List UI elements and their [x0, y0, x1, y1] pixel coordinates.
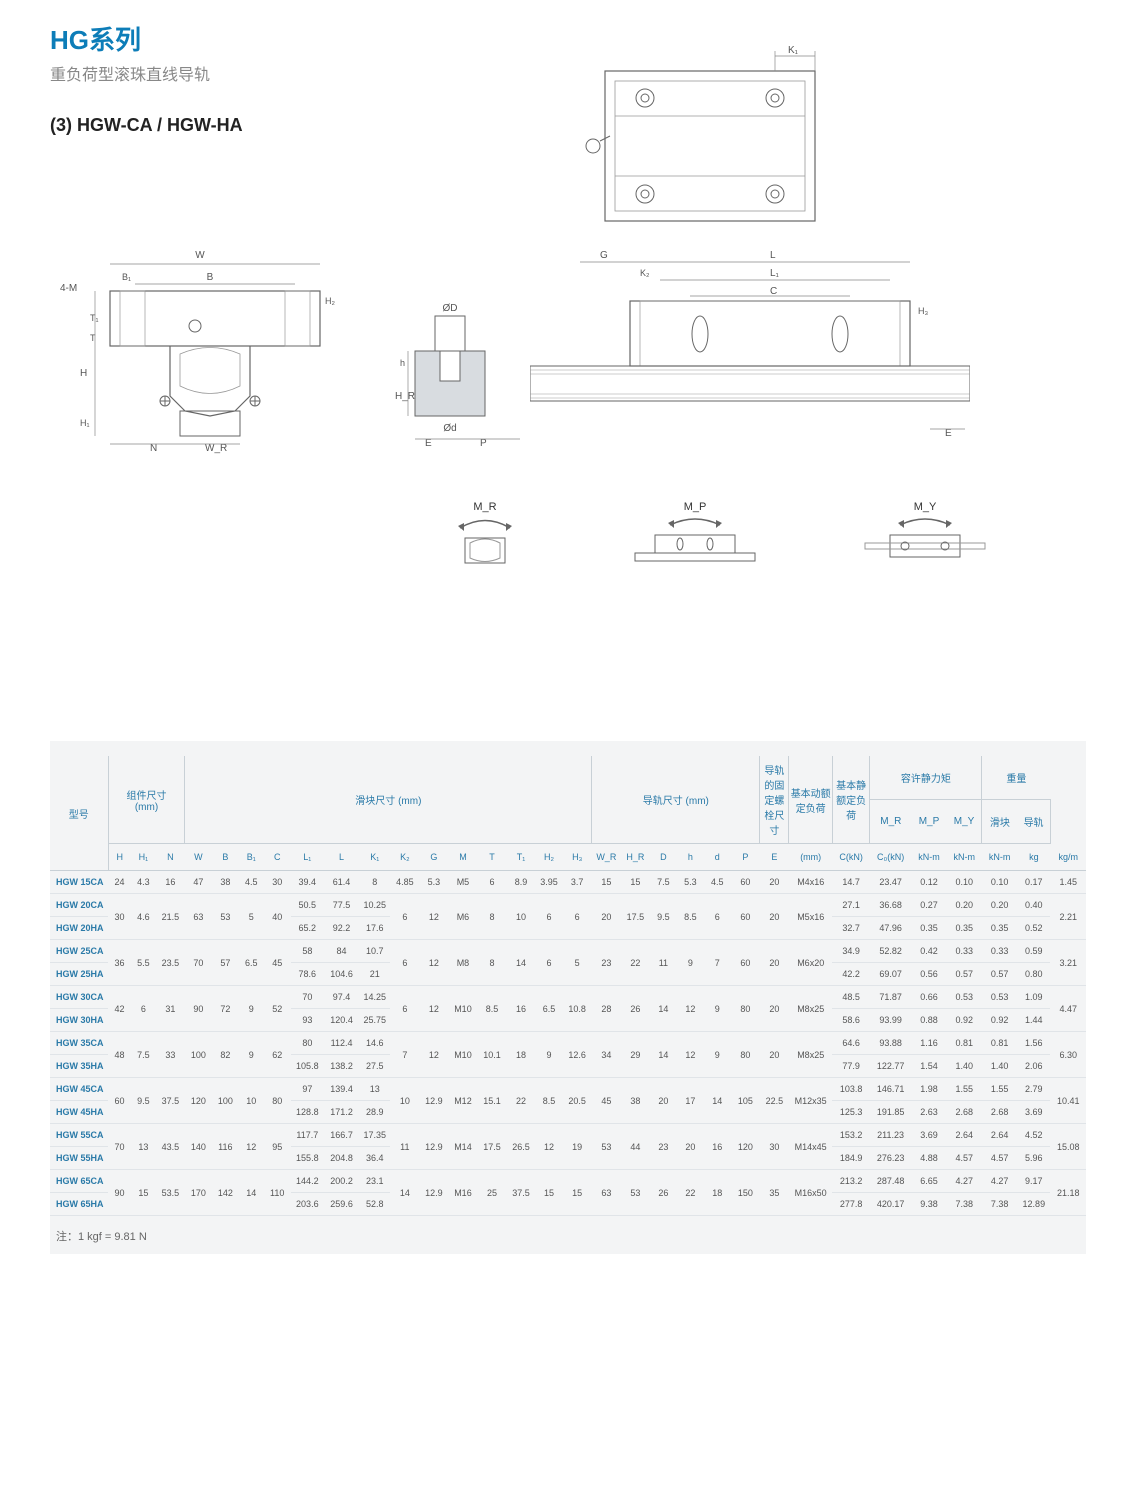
diagram-area: K₁ W B B₁ 4-M H₂ T₁ T H H₁ N: [50, 151, 1086, 731]
cell-model: HGW 65HA: [50, 1193, 108, 1216]
svg-text:C: C: [770, 286, 777, 297]
svg-text:H₁: H₁: [80, 418, 90, 428]
svg-text:T₁: T₁: [90, 313, 99, 323]
cell-model: HGW 25HA: [50, 963, 108, 986]
cell-model: HGW 45HA: [50, 1101, 108, 1124]
cell-model: HGW 55CA: [50, 1124, 108, 1147]
cell-model: HGW 20HA: [50, 917, 108, 940]
table-row: HGW 15CA244.31647384.53039.461.484.855.3…: [50, 871, 1086, 894]
col-model: 型号: [50, 756, 108, 871]
svg-text:H₂: H₂: [325, 296, 335, 306]
footnote: 注：1 kgf = 9.81 N: [50, 1228, 1086, 1244]
svg-text:4-M: 4-M: [60, 283, 77, 294]
cell-model: HGW 65CA: [50, 1170, 108, 1193]
moment-mp: M_P: [630, 501, 760, 573]
moment-my: M_Y: [860, 501, 990, 573]
svg-text:N: N: [150, 443, 157, 454]
table-row: HGW 35CA487.5331008296280112.414.6712M10…: [50, 1032, 1086, 1055]
svg-text:B: B: [207, 272, 214, 283]
svg-text:H_R: H_R: [395, 391, 415, 402]
label-k1: K₁: [788, 45, 799, 56]
diagram-top-view: K₁: [565, 41, 855, 241]
cell-model: HGW 25CA: [50, 940, 108, 963]
svg-text:Ød: Ød: [443, 423, 456, 434]
svg-text:L: L: [770, 250, 776, 261]
cell-model: HGW 55HA: [50, 1147, 108, 1170]
spec-table-container: 型号组件尺寸(mm)滑块尺寸 (mm)导轨尺寸 (mm)导轨的固定螺栓尺寸基本动…: [50, 741, 1086, 1254]
cell-model: HGW 30HA: [50, 1009, 108, 1032]
diagram-cross-section: W B B₁ 4-M H₂ T₁ T H H₁ N W_R: [50, 246, 370, 456]
svg-text:K₂: K₂: [640, 268, 650, 278]
svg-text:H₃: H₃: [918, 306, 928, 316]
table-row: HGW 25CA365.523.570576.545588410.7612M88…: [50, 940, 1086, 963]
svg-text:B₁: B₁: [122, 272, 131, 282]
table-row: HGW 55CA701343.51401161295117.7166.717.3…: [50, 1124, 1086, 1147]
cell-model: HGW 20CA: [50, 894, 108, 917]
diagram-side-view: G L K₂ L₁ C H₃ E: [530, 246, 970, 456]
table-row: HGW 65CA901553.517014214110144.2200.223.…: [50, 1170, 1086, 1193]
table-row: HGW 20CA304.621.5635354050.577.510.25612…: [50, 894, 1086, 917]
cell-model: HGW 35HA: [50, 1055, 108, 1078]
table-row: HGW 30CA4263190729527097.414.25612M108.5…: [50, 986, 1086, 1009]
svg-text:G: G: [600, 250, 608, 261]
cell-model: HGW 15CA: [50, 871, 108, 894]
svg-text:W_R: W_R: [205, 443, 227, 454]
spec-table: 型号组件尺寸(mm)滑块尺寸 (mm)导轨尺寸 (mm)导轨的固定螺栓尺寸基本动…: [50, 756, 1086, 1216]
svg-text:W: W: [195, 250, 205, 261]
svg-text:P: P: [480, 438, 487, 449]
cell-model: HGW 35CA: [50, 1032, 108, 1055]
table-row: HGW 45CA609.537.5120100108097139.4131012…: [50, 1078, 1086, 1101]
svg-text:L₁: L₁: [770, 268, 780, 279]
moment-mr: M_R: [440, 501, 530, 573]
svg-text:ØD: ØD: [443, 303, 458, 314]
svg-text:h: h: [400, 358, 405, 368]
cell-model: HGW 45CA: [50, 1078, 108, 1101]
diagram-rail-cross: ØD h H_R Ød E P: [380, 291, 530, 451]
cell-model: HGW 30CA: [50, 986, 108, 1009]
svg-text:H: H: [80, 368, 87, 379]
svg-text:E: E: [425, 438, 432, 449]
svg-text:E: E: [945, 428, 952, 439]
